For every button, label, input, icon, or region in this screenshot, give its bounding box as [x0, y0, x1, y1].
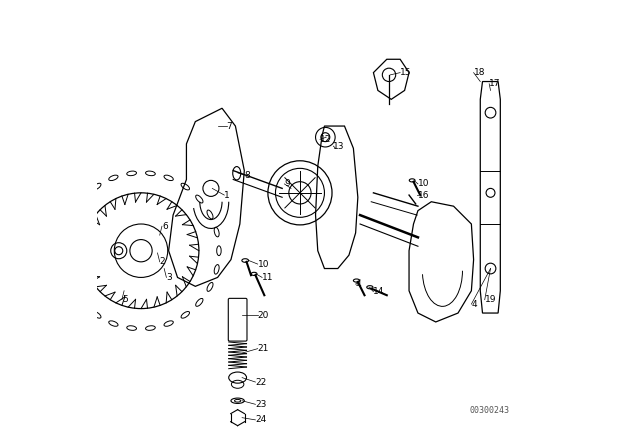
Text: 19: 19 [484, 295, 496, 304]
Text: 16: 16 [418, 190, 429, 199]
Text: 00300243: 00300243 [469, 406, 509, 415]
Text: 21: 21 [258, 344, 269, 353]
Text: 1: 1 [224, 190, 230, 199]
Text: 23: 23 [255, 400, 267, 409]
Text: 10: 10 [418, 180, 429, 189]
Text: 2: 2 [160, 257, 165, 267]
Text: 6: 6 [162, 222, 168, 231]
Text: 10: 10 [258, 259, 269, 268]
Text: 17: 17 [489, 79, 500, 88]
Text: 22: 22 [255, 378, 267, 387]
Text: 7: 7 [227, 121, 232, 130]
Text: 24: 24 [255, 415, 267, 424]
Text: 4: 4 [472, 300, 477, 309]
Text: 11: 11 [262, 273, 274, 282]
Text: 3: 3 [166, 273, 172, 282]
Text: 15: 15 [400, 68, 412, 77]
Text: 5: 5 [122, 295, 127, 304]
Text: 18: 18 [474, 68, 485, 77]
Text: 13: 13 [333, 142, 345, 151]
Text: 20: 20 [258, 311, 269, 320]
Text: 14: 14 [373, 287, 385, 296]
Text: 9: 9 [284, 180, 290, 189]
Text: 4: 4 [356, 280, 361, 289]
Text: 12: 12 [320, 135, 332, 144]
Text: 8: 8 [244, 171, 250, 180]
